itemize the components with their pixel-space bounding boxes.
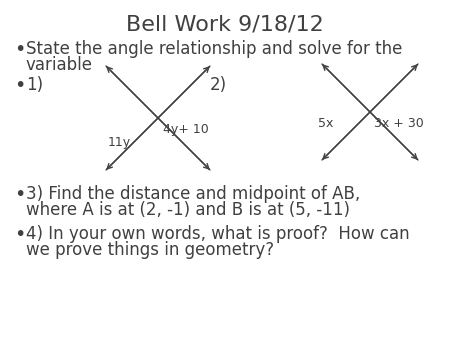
Text: •: • — [14, 40, 25, 59]
Text: Bell Work 9/18/12: Bell Work 9/18/12 — [126, 14, 324, 34]
Text: 3x + 30: 3x + 30 — [374, 117, 424, 130]
Text: •: • — [14, 225, 25, 244]
Text: where A is at (2, -1) and B is at (5, -11): where A is at (2, -1) and B is at (5, -1… — [26, 201, 350, 219]
Text: variable: variable — [26, 56, 93, 74]
Text: 4) In your own words, what is proof?  How can: 4) In your own words, what is proof? How… — [26, 225, 410, 243]
Text: •: • — [14, 76, 25, 95]
Text: 11y: 11y — [108, 136, 131, 149]
Text: •: • — [14, 185, 25, 204]
Text: 3) Find the distance and midpoint of AB,: 3) Find the distance and midpoint of AB, — [26, 185, 360, 203]
Text: 2): 2) — [210, 76, 227, 94]
Text: we prove things in geometry?: we prove things in geometry? — [26, 241, 274, 259]
Text: 1): 1) — [26, 76, 43, 94]
Text: 4y+ 10: 4y+ 10 — [163, 123, 209, 136]
Text: 5x: 5x — [318, 117, 333, 130]
Text: State the angle relationship and solve for the: State the angle relationship and solve f… — [26, 40, 402, 58]
